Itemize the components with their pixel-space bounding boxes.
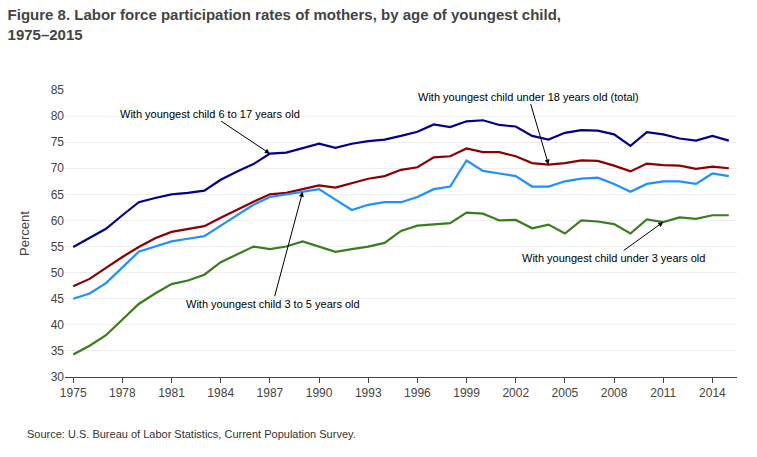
svg-text:Figure 8. Labor force particip: Figure 8. Labor force participation rate… xyxy=(8,6,561,43)
svg-text:1981: 1981 xyxy=(158,386,185,400)
svg-text:1975: 1975 xyxy=(60,386,87,400)
svg-text:1990: 1990 xyxy=(306,386,333,400)
svg-text:50: 50 xyxy=(51,266,65,280)
svg-text:60: 60 xyxy=(51,214,65,228)
svg-text:2008: 2008 xyxy=(601,386,628,400)
svg-text:1978: 1978 xyxy=(109,386,136,400)
svg-text:2005: 2005 xyxy=(552,386,579,400)
svg-text:30: 30 xyxy=(51,370,65,384)
svg-text:With youngest child 6 to 17 ye: With youngest child 6 to 17 years old xyxy=(120,108,300,120)
svg-text:75: 75 xyxy=(51,135,65,149)
svg-text:1999: 1999 xyxy=(453,386,480,400)
svg-text:80: 80 xyxy=(51,109,65,123)
svg-text:45: 45 xyxy=(51,292,65,306)
svg-text:65: 65 xyxy=(51,188,65,202)
svg-text:Percent: Percent xyxy=(17,211,32,256)
svg-text:1996: 1996 xyxy=(404,386,431,400)
svg-text:1993: 1993 xyxy=(355,386,382,400)
svg-text:70: 70 xyxy=(51,161,65,175)
svg-text:85: 85 xyxy=(51,83,65,97)
svg-text:2011: 2011 xyxy=(650,386,676,400)
svg-text:2002: 2002 xyxy=(502,386,529,400)
svg-text:2014: 2014 xyxy=(699,386,726,400)
svg-text:55: 55 xyxy=(51,240,65,254)
svg-text:1987: 1987 xyxy=(257,386,284,400)
svg-text:1984: 1984 xyxy=(207,386,234,400)
svg-text:With youngest child under 3 ye: With youngest child under 3 years old xyxy=(522,252,705,264)
svg-text:With youngest child under 18 y: With youngest child under 18 years old (… xyxy=(418,91,639,103)
svg-text:40: 40 xyxy=(51,318,65,332)
svg-text:With youngest child 3 to 5 yea: With youngest child 3 to 5 years old xyxy=(186,298,360,310)
svg-text:35: 35 xyxy=(51,344,65,358)
svg-text:Source: U.S. Bureau of Labor S: Source: U.S. Bureau of Labor Statistics,… xyxy=(27,428,356,440)
